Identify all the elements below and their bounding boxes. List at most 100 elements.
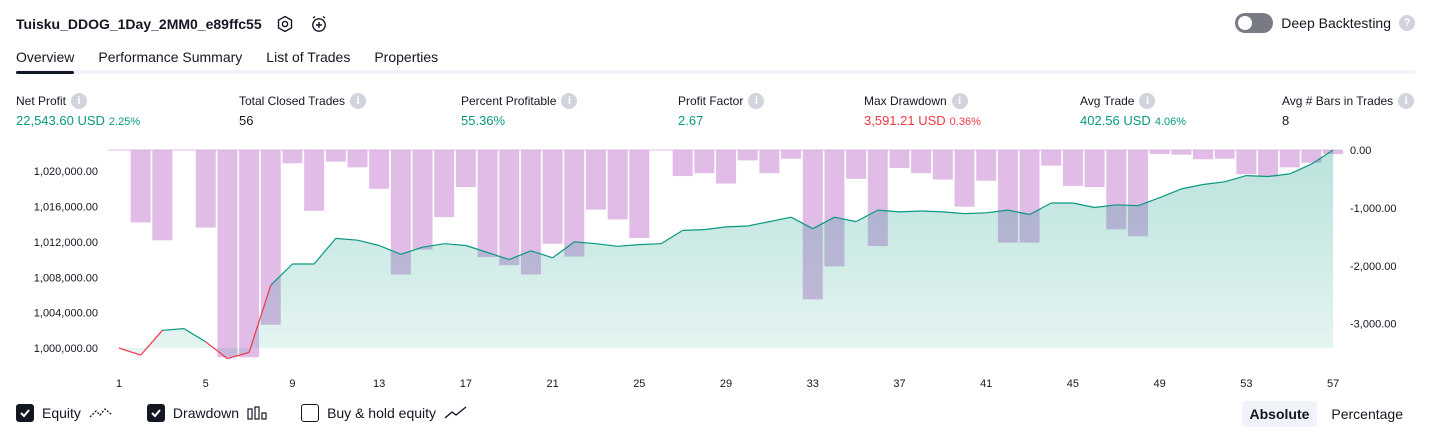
x-axis-tick-label: 57 <box>1327 378 1339 390</box>
equity-line-segment <box>942 211 965 215</box>
x-axis-tick-label: 13 <box>373 378 385 390</box>
metrics-row: Net Profit i 22,543.60 USD 2.25% Total Clo… <box>0 93 1431 133</box>
equity-area <box>119 150 1334 359</box>
metric-label: Total Closed Trades <box>239 94 346 108</box>
drawdown-bar <box>889 150 910 168</box>
tab-properties[interactable]: Properties <box>374 49 439 65</box>
checkbox-checked-icon[interactable] <box>146 404 165 422</box>
drawdown-bar <box>1193 150 1213 160</box>
checkbox-unchecked-icon[interactable] <box>301 404 320 422</box>
info-icon[interactable]: i <box>1398 93 1415 109</box>
drawdown-bar <box>932 150 953 180</box>
equity-line-segment <box>1159 188 1182 199</box>
percentage-button[interactable]: Percentage <box>1331 406 1403 422</box>
metric-label: Max Drawdown <box>864 94 947 108</box>
x-axis-tick-label: 21 <box>546 378 558 390</box>
tab-list-of-trades[interactable]: List of Trades <box>266 49 351 65</box>
drawdown-bar <box>1041 150 1062 166</box>
metric-avg-bars-in-trades: Avg # Bars in Trades i 8 <box>1282 93 1415 129</box>
x-axis-tick-label: 45 <box>1067 378 1079 390</box>
legend-equity[interactable]: Equity <box>16 404 113 422</box>
alarm-clock-plus-icon[interactable] <box>308 13 330 35</box>
info-icon[interactable]: i <box>71 93 88 109</box>
drawdown-bar <box>694 150 715 174</box>
checkbox-checked-icon[interactable] <box>16 404 34 422</box>
drawdown-bar <box>1236 150 1257 175</box>
info-icon[interactable]: i <box>748 93 765 109</box>
equity-line-segment <box>400 246 423 255</box>
toggle-knob <box>1238 16 1253 30</box>
drawdown-bar <box>217 150 238 358</box>
equity-line-segment <box>227 351 250 360</box>
deep-backtesting: Deep Backtesting ? <box>1235 13 1415 33</box>
equity-line-segment <box>639 243 662 246</box>
drawdown-bar <box>195 150 216 228</box>
strategy-header: Tuisku_DDOG_1Day_2MM0_e89ffc55 <box>16 12 330 36</box>
metric-label: Avg # Bars in Trades <box>1282 94 1394 108</box>
tab-overview[interactable]: Overview <box>16 44 75 74</box>
equity-line-segment <box>1072 202 1095 209</box>
left-axis-tick-label: 1,004,000.00 <box>34 308 98 320</box>
drawdown-bar <box>629 150 650 238</box>
drawdown-bar <box>1258 150 1279 177</box>
drawdown-bar <box>520 150 541 275</box>
info-icon[interactable]: i <box>350 93 367 109</box>
drawdown-bar <box>1062 150 1083 186</box>
drawdown-bar <box>369 150 390 189</box>
info-icon[interactable]: i <box>951 93 968 109</box>
legend-buy-hold[interactable]: Buy & hold equity <box>301 404 468 422</box>
equity-line-segment <box>444 243 466 247</box>
equity-line-segment <box>1202 181 1225 186</box>
equity-line-segment <box>1311 149 1334 165</box>
equity-line-segment <box>812 216 835 230</box>
equity-line-segment <box>313 238 337 265</box>
metric-avg-trade: Avg Trade i 402.56 USD 4.06% <box>1080 93 1186 129</box>
equity-line-segment <box>574 241 597 245</box>
metric-percent-profitable: Percent Profitable i 55.36% <box>461 93 578 129</box>
info-icon[interactable]: i <box>1139 93 1156 109</box>
tab-performance-summary[interactable]: Performance Summary <box>98 49 243 65</box>
equity-line-segment <box>1224 175 1247 183</box>
metric-net-profit: Net Profit i 22,543.60 USD 2.25% <box>16 93 140 129</box>
equity-line-segment <box>1246 175 1269 178</box>
equity-line-segment <box>986 209 1008 214</box>
deep-backtesting-toggle[interactable] <box>1235 13 1274 33</box>
x-axis-tick-label: 37 <box>893 378 905 390</box>
equity-line-segment <box>552 241 575 259</box>
gear-icon[interactable] <box>274 13 296 35</box>
drawdown-bar <box>954 150 975 207</box>
equity-line-segment <box>335 237 358 241</box>
equity-line-segment <box>530 250 553 259</box>
equity-line-segment <box>682 229 705 231</box>
metric-max-drawdown: Max Drawdown i 3,591.21 USD 0.36% <box>864 93 981 129</box>
drawdown-bar <box>1149 150 1170 155</box>
equity-line-segment <box>964 212 987 215</box>
drawdown-bar <box>239 150 260 358</box>
info-icon[interactable]: i <box>561 93 578 109</box>
drawdown-bar <box>564 150 585 257</box>
drawdown-bar <box>672 150 693 177</box>
equity-drawdown-chart[interactable]: 1,020,000.00 1,016,000.00 1,012,000.00 1,00… <box>0 140 1431 396</box>
right-axis-tick-label: 0.00 <box>1350 145 1371 157</box>
legend-label: Equity <box>42 405 81 421</box>
legend-drawdown[interactable]: Drawdown <box>146 404 267 422</box>
equity-line-segment <box>921 210 943 213</box>
left-axis-tick-label: 1,020,000.00 <box>34 166 98 178</box>
drawdown-bar <box>759 150 780 174</box>
x-axis-tick-label: 17 <box>460 378 472 390</box>
drawdown-bar <box>499 150 520 266</box>
question-icon[interactable]: ? <box>1399 15 1415 31</box>
equity-line-segment <box>1181 183 1204 190</box>
drawdown-bar <box>325 150 346 162</box>
left-axis-tick-label: 1,016,000.00 <box>34 202 98 214</box>
drawdown-bars-icon <box>247 406 267 420</box>
equity-line-segment <box>595 243 618 247</box>
equity-line-segment <box>747 221 770 227</box>
right-axis-tick-label: -2,000.00 <box>1350 261 1396 273</box>
metric-pct: 0.36% <box>949 116 981 128</box>
x-axis-tick-label: 49 <box>1154 378 1166 390</box>
left-axis-tick-label: 1,008,000.00 <box>34 272 98 284</box>
metric-pct: 2.25% <box>108 116 141 128</box>
equity-line-segment <box>248 285 272 353</box>
absolute-button[interactable]: Absolute <box>1241 401 1318 427</box>
